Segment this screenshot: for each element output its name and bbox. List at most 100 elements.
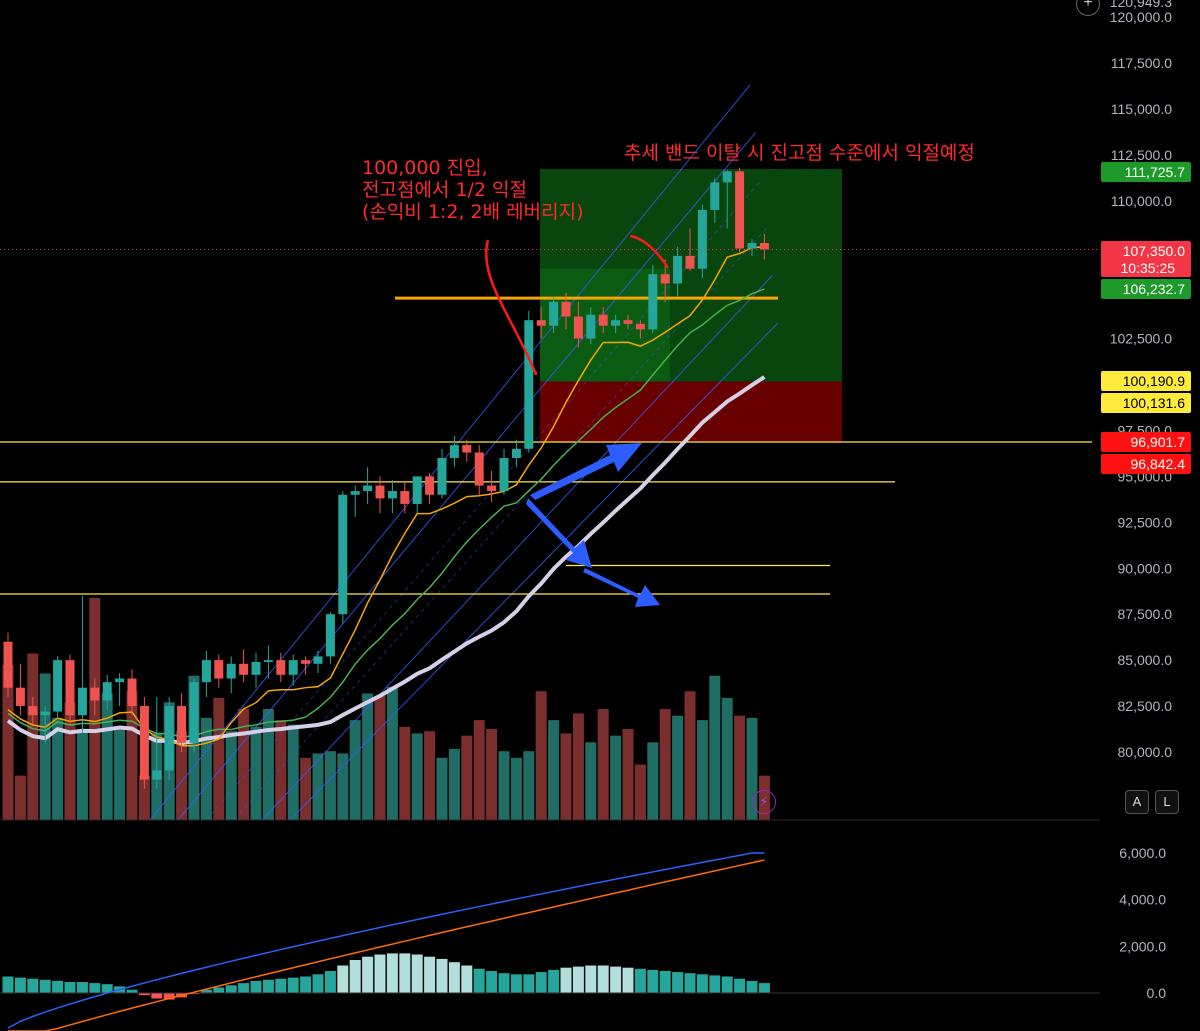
volume-bar xyxy=(39,673,51,820)
macd-histogram-bar xyxy=(548,969,560,993)
macd-histogram-bar xyxy=(374,954,386,993)
price-tag xyxy=(1101,393,1191,413)
volume-bar xyxy=(250,726,262,820)
candle-body xyxy=(3,641,13,688)
candle-body xyxy=(77,687,87,716)
macd-histogram-bar xyxy=(721,976,733,993)
candle-body xyxy=(710,182,720,210)
macd-histogram-bar xyxy=(498,973,510,993)
channel-line xyxy=(289,322,779,821)
log-scale-button[interactable]: L xyxy=(1155,790,1179,814)
price-tag xyxy=(1101,279,1191,299)
volume-bar xyxy=(238,709,250,820)
volume-bar xyxy=(262,709,274,820)
volume-bar xyxy=(709,675,721,820)
candle-body xyxy=(152,770,162,780)
volume-bar xyxy=(560,733,572,820)
volume-bar xyxy=(14,775,26,820)
volume-bar xyxy=(200,717,212,820)
volume-bar xyxy=(523,751,535,820)
candle-body xyxy=(189,682,199,743)
candle-body xyxy=(623,320,633,324)
volume-bar xyxy=(300,757,312,820)
candle-body xyxy=(524,320,534,449)
macd-histogram-bar xyxy=(659,971,671,993)
macd-histogram-bar xyxy=(473,968,485,993)
macd-histogram-bar xyxy=(349,960,361,993)
candle-body xyxy=(263,660,273,662)
candle-body xyxy=(722,171,732,183)
price-axis-label: 82,500.0 xyxy=(1118,698,1173,714)
macd-panel xyxy=(0,852,1100,1031)
macd-histogram-bar xyxy=(337,965,349,993)
macd-histogram-bar xyxy=(647,969,659,993)
volume-bar xyxy=(138,775,150,820)
macd-histogram-bar xyxy=(585,965,597,993)
volume-bar xyxy=(324,751,336,820)
candle-body xyxy=(673,255,683,284)
candle-body xyxy=(747,243,757,249)
volume-bar xyxy=(610,735,622,820)
price-axis-label: 110,000.0 xyxy=(1111,193,1172,209)
channel-line xyxy=(205,179,762,821)
volume-bar xyxy=(684,691,696,820)
price-tag-value: 107,350.0 xyxy=(1123,243,1185,259)
candle-body xyxy=(685,255,695,269)
price-tag-value: 100,190.9 xyxy=(1123,373,1185,389)
macd-histogram-bar xyxy=(362,956,374,993)
price-tag xyxy=(1101,162,1191,182)
macd-histogram-bar xyxy=(386,953,398,993)
candle-body xyxy=(474,452,484,486)
candle-body xyxy=(164,706,174,771)
candle-body xyxy=(549,301,559,326)
bolt-icon[interactable]: ⚡ xyxy=(752,790,776,814)
candle-body xyxy=(375,485,385,499)
trend-annotation: 추세 밴드 이탈 시 진고점 수준에서 익절예정 xyxy=(624,142,975,164)
price-tag xyxy=(1101,432,1191,452)
candle-body xyxy=(697,209,707,269)
price-axis-label: 117,500.0 xyxy=(1111,55,1172,71)
macd-histogram-bar xyxy=(634,968,646,993)
candle-body xyxy=(15,687,25,707)
volume-bar xyxy=(213,697,225,820)
price-axis-label: 115,000.0 xyxy=(1111,101,1172,117)
macd-histogram-bar xyxy=(672,972,684,993)
macd-histogram-bar xyxy=(64,982,76,993)
volume-bar xyxy=(126,691,138,820)
volume-bar xyxy=(672,715,684,820)
candle-body xyxy=(425,476,435,495)
macd-histogram-bar xyxy=(213,987,225,993)
volume-bar xyxy=(287,724,299,820)
auto-scale-button[interactable]: A xyxy=(1125,790,1149,814)
volume-bar xyxy=(411,733,423,820)
candle-body xyxy=(115,678,125,683)
volume-bar xyxy=(114,726,126,820)
macd-histogram-bar xyxy=(324,971,336,993)
volume-bar xyxy=(349,720,361,820)
volume-bar xyxy=(386,686,398,820)
macd-histogram-bar xyxy=(238,983,250,993)
price-axis-label: 112,500.0 xyxy=(1111,147,1172,163)
volume-bar xyxy=(622,728,634,820)
horizontal-levels xyxy=(0,296,1092,595)
macd-histogram-bar xyxy=(262,979,274,993)
candle-body xyxy=(325,614,335,657)
candle-body xyxy=(536,320,546,326)
volume-bar xyxy=(473,720,485,820)
macd-histogram-bar xyxy=(76,982,88,993)
volume-bar xyxy=(510,757,522,820)
volume-bar xyxy=(659,709,671,820)
price-axis-label: 92,500.0 xyxy=(1118,514,1173,530)
drawings xyxy=(484,234,670,607)
candle-body xyxy=(660,274,670,284)
candle-body xyxy=(288,660,298,675)
candle-body xyxy=(648,274,658,330)
macd-histogram-bar xyxy=(709,975,721,993)
arrow-down-1 xyxy=(526,498,592,568)
macd-histogram-bar xyxy=(610,966,622,993)
macd-histogram-bar xyxy=(101,984,113,993)
price-axis-label: 102,500.0 xyxy=(1110,331,1172,347)
signal-line xyxy=(8,859,765,1031)
macd-histogram-bar xyxy=(89,983,101,993)
